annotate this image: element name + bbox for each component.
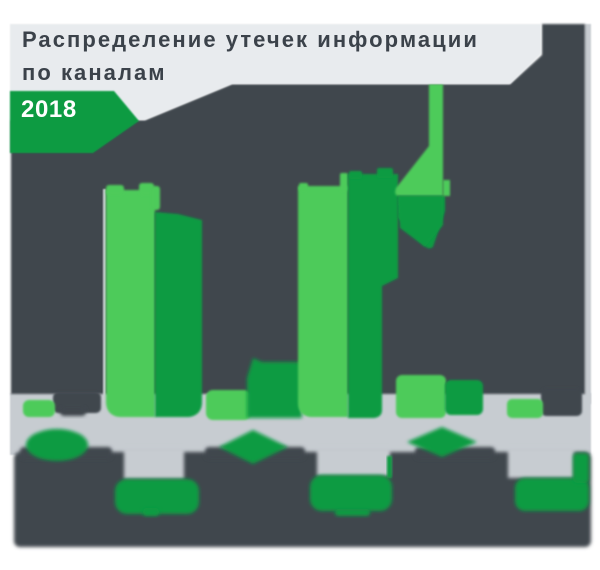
svg-text:по каналам: по каналам — [22, 60, 167, 85]
svg-text:2018: 2018 — [21, 96, 77, 123]
svg-text:Распределение утечек информаци: Распределение утечек информации — [22, 27, 479, 52]
